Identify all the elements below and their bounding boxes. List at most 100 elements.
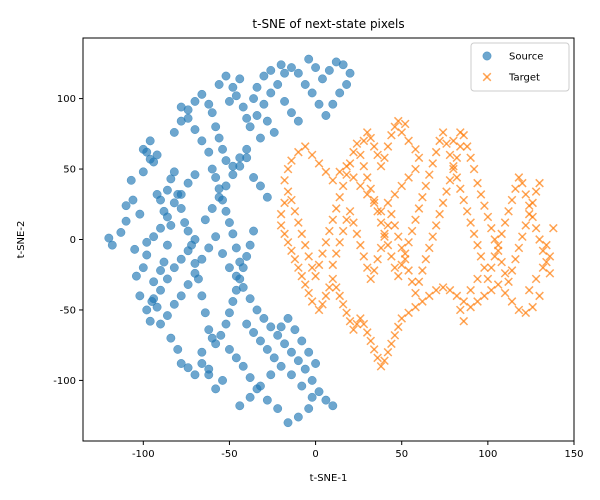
source-point: [183, 178, 193, 188]
source-point: [116, 228, 126, 237]
target-point: [462, 206, 472, 216]
x-marker-stroke: [438, 198, 448, 208]
target-point: [476, 252, 486, 261]
x-marker-stroke: [335, 291, 345, 301]
source-point: [169, 198, 179, 208]
target-point: [321, 237, 331, 247]
target-point: [455, 128, 465, 137]
target-point: [376, 161, 386, 171]
x-marker-stroke: [297, 271, 307, 281]
target-point: [486, 263, 496, 273]
target-point: [369, 266, 379, 275]
x-marker-stroke: [366, 336, 376, 346]
x-marker-stroke: [442, 139, 451, 149]
x-marker-stroke: [387, 339, 396, 349]
source-point: [162, 212, 172, 222]
source-point: [190, 96, 200, 106]
x-marker-stroke: [390, 330, 400, 340]
target-point: [362, 128, 372, 137]
x-marker-stroke: [280, 175, 289, 185]
source-point: [107, 240, 117, 250]
x-axis-ticks: -100 -50 0 50 100 150: [132, 441, 584, 460]
source-point: [290, 325, 300, 335]
target-point: [283, 187, 293, 196]
target-point: [404, 136, 413, 146]
source-point: [149, 157, 159, 167]
source-point: [242, 144, 252, 154]
x-marker-stroke: [407, 226, 417, 236]
target-point: [369, 195, 379, 205]
x-marker-stroke: [414, 204, 424, 213]
x-marker-stroke: [383, 347, 393, 357]
target-point: [390, 221, 400, 230]
source-point: [149, 277, 159, 287]
source-point: [307, 375, 317, 385]
x-marker-stroke: [531, 274, 541, 284]
target-point: [435, 136, 444, 146]
x-marker-stroke: [462, 206, 472, 216]
x-marker-stroke: [435, 209, 444, 219]
x-marker-stroke: [373, 206, 382, 216]
source-point: [218, 144, 227, 154]
x-marker-stroke: [345, 206, 355, 216]
source-point: [262, 395, 272, 405]
x-marker-stroke: [400, 119, 410, 129]
target-point: [387, 339, 396, 349]
source-point: [262, 116, 272, 126]
x-marker-stroke: [376, 206, 386, 216]
legend-label: Source: [509, 52, 543, 63]
x-marker-stroke: [280, 229, 289, 239]
target-point: [342, 215, 351, 225]
target-point: [290, 254, 300, 264]
target-point: [542, 240, 551, 250]
x-marker-stroke: [466, 153, 475, 163]
x-tick-label: 0: [312, 449, 318, 460]
target-point: [328, 260, 338, 270]
source-point: [280, 68, 290, 78]
source-point: [276, 60, 286, 70]
x-marker-stroke: [369, 195, 379, 205]
target-point: [373, 254, 382, 264]
source-point: [259, 99, 269, 109]
legend-box: [470, 42, 570, 92]
x-marker-stroke: [393, 232, 403, 242]
source-point: [228, 297, 238, 306]
target-point: [390, 190, 400, 199]
x-marker-stroke: [482, 72, 492, 82]
source-point: [228, 229, 238, 239]
target-point: [280, 198, 289, 208]
target-point: [514, 305, 524, 315]
x-marker-stroke: [307, 150, 317, 160]
target-point: [366, 184, 376, 194]
target-point: [411, 144, 420, 154]
source-point: [156, 266, 165, 275]
target-point: [404, 266, 413, 275]
source-point: [176, 189, 186, 199]
target-point: [390, 263, 400, 273]
source-point: [138, 167, 148, 177]
x-marker-stroke: [424, 170, 434, 180]
source-point: [176, 291, 186, 301]
x-marker-stroke: [307, 263, 317, 273]
source-point: [235, 401, 245, 411]
source-point: [280, 339, 290, 349]
x-marker-stroke: [480, 263, 489, 273]
target-point: [473, 297, 482, 306]
x-marker-stroke: [366, 184, 376, 194]
source-point: [216, 330, 226, 340]
target-point: [535, 291, 544, 301]
target-point: [493, 246, 503, 256]
target-point: [480, 201, 489, 211]
source-point: [252, 82, 262, 92]
target-point: [438, 198, 448, 208]
target-point: [373, 150, 382, 160]
target-point: [455, 305, 465, 315]
x-marker-stroke: [414, 277, 424, 287]
x-marker-stroke: [369, 266, 379, 275]
target-point: [300, 142, 310, 151]
x-marker-stroke: [294, 147, 303, 157]
x-marker-stroke: [431, 285, 441, 295]
plot-points: [104, 54, 558, 428]
x-marker-stroke: [356, 240, 365, 250]
target-point: [466, 302, 475, 312]
